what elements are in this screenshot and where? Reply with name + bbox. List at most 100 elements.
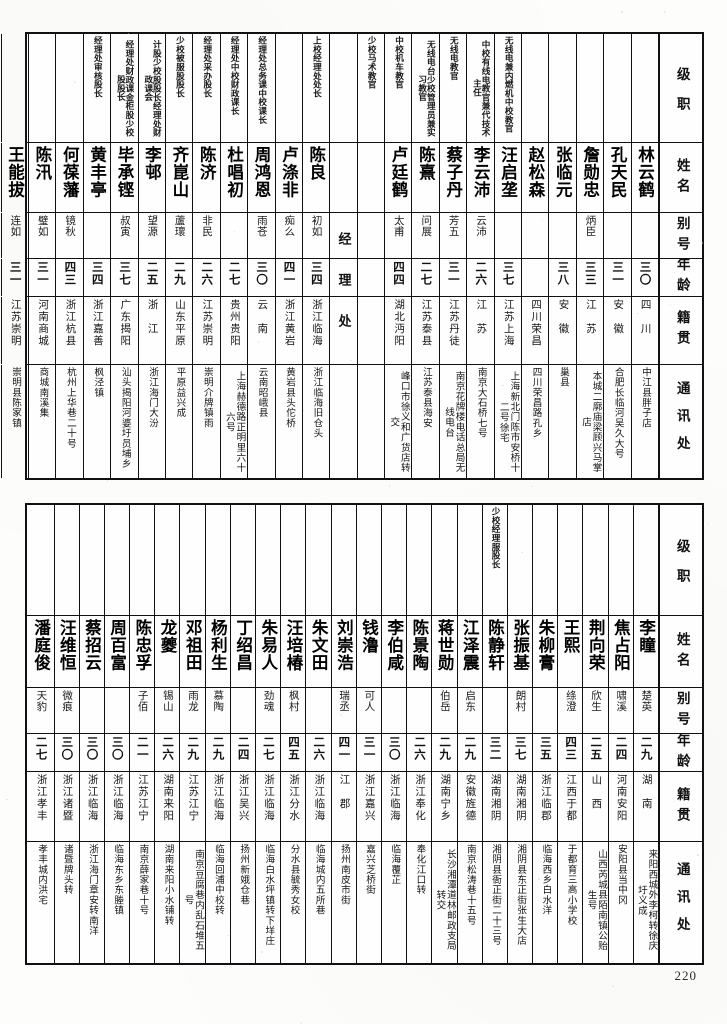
cell-text: 浙江杭县 xyxy=(64,299,76,347)
cell-text: 枫泾镇 xyxy=(92,367,103,398)
table-cell-rank: 经理处审核股长 xyxy=(83,34,110,142)
table-cell-alias: 炳臣 xyxy=(576,213,603,257)
cell-text: 于都育三高小学校 xyxy=(565,844,576,926)
cell-text: 浙江临海 xyxy=(262,774,274,822)
table-cell-alias xyxy=(230,688,255,733)
cell-text: 三七 xyxy=(119,261,131,286)
row-header-name: 姓名 xyxy=(658,143,702,213)
table-cell-alias xyxy=(603,213,630,257)
table-cell-address: 崇明县陈家镇 xyxy=(1,365,28,478)
row-header-label: 级职 xyxy=(673,523,689,598)
table-cell-alias: 璧如 xyxy=(28,213,55,257)
table-cell-name: 陈景陶 xyxy=(406,616,431,687)
table-cell-origin: 浙江临海 xyxy=(302,297,329,365)
table-cell-address: 湘阴县东正街张生大店 xyxy=(507,842,532,963)
cell-text: 四三 xyxy=(64,261,76,286)
cell-text: 二九 xyxy=(212,736,224,761)
table-cell-rank: 计股少校股股长经理处财政课会 xyxy=(138,34,165,142)
table-cell-age: 二九 xyxy=(633,734,658,771)
scan-speck xyxy=(540,488,541,489)
table-cell-age: 二四 xyxy=(608,734,633,771)
table-cell-address: 南京大石桥七号 xyxy=(466,365,493,478)
table-cell-address: 崇明介牌镇雨 xyxy=(192,365,219,478)
table-cell-rank: 经理处中校财政课长 xyxy=(220,34,247,142)
table-cell-spacer xyxy=(357,143,384,213)
table-cell-alias: 镜秋 xyxy=(55,213,82,257)
cell-text: 峰口市徐义和广货店转交 xyxy=(388,367,409,477)
table-cell-rank xyxy=(381,505,406,615)
table-cell-origin: 浙江孝丰 xyxy=(28,772,53,841)
cell-text: 临海回浦中校转 xyxy=(212,844,223,915)
table-cell-origin: 江 郡 xyxy=(331,772,356,841)
cell-text: 浙江临郡 xyxy=(539,774,551,822)
table-cell-age: 二七 xyxy=(411,259,438,296)
cell-text: 山 西 xyxy=(590,774,602,810)
table-row-address: 通讯处 中江县胖子店 合肥长临河吴久大号 本城二廓庙梁顾兴马掌店 巢县 四川荣昌路孔乡 上海… xyxy=(27,364,702,478)
table-cell-address: 本城二廓庙梁顾兴马掌店 xyxy=(576,365,603,478)
cell-text: 李伯咸 xyxy=(385,618,402,672)
cell-text: 刘崇浩 xyxy=(335,618,352,672)
table-cell-age: 三〇 xyxy=(247,259,274,296)
table-cell-age: 二九 xyxy=(165,259,192,296)
table-cell-origin: 广东揭阳 xyxy=(110,297,137,365)
table-cell-alias: 非民 xyxy=(192,213,219,257)
table-cell-alias xyxy=(83,213,110,257)
cell-text: 本城二廓庙梁顾兴马掌店 xyxy=(579,367,600,477)
table-cell-alias: 问展 xyxy=(411,213,438,257)
table-cell-address: 于都育三高小学校 xyxy=(557,842,582,963)
table-cell-name: 陈熹 xyxy=(411,143,438,213)
row-header-alias: 别号 xyxy=(658,213,702,257)
table-cell-address: 峰口市徐义和广货店转交 xyxy=(384,365,411,478)
cell-text: 南京花牌楼电话总局无线电台 xyxy=(443,367,464,477)
scan-speck xyxy=(261,951,263,953)
table-cell-rank xyxy=(406,505,431,615)
table-cell-origin: 江苏上海 xyxy=(494,297,521,365)
cell-text: 荆向荣 xyxy=(587,618,604,672)
table-cell-name: 周百富 xyxy=(104,616,129,687)
table-cell-address: 湖南来阳小水铺转 xyxy=(154,842,179,963)
roster-table-top: 级职 无线电兼内燃机中校教官 中校有线电教官兼代技术主任 无线电教官 无线电台少校管理员… xyxy=(25,32,704,480)
cell-text: 杨利生 xyxy=(209,618,226,672)
table-cell-rank xyxy=(633,505,658,615)
table-cell-rank xyxy=(532,505,557,615)
cell-text: 丁绍昌 xyxy=(234,618,251,672)
table-cell-address: 南京花牌楼电话总局无线电台 xyxy=(439,365,466,478)
table-cell-name: 毕承铿 xyxy=(110,143,137,213)
scan-speck xyxy=(416,379,417,380)
table-cell-address: 湘阴县衙正街二十三号 xyxy=(482,842,507,963)
cell-text: 二五 xyxy=(590,736,602,761)
scan-speck xyxy=(531,486,532,487)
table-cell-alias xyxy=(104,688,129,733)
cell-text: 浙江海门大汾 xyxy=(147,367,158,428)
table-cell-address: 南京豆腐巷内乱石堆五号 xyxy=(179,842,204,963)
cell-text: 无线电教官 xyxy=(449,36,458,80)
cell-text: 湖南湘阴 xyxy=(489,774,501,822)
cell-text: 枫村 xyxy=(288,690,299,712)
cell-text: 河南安阳 xyxy=(615,774,627,822)
cell-text: 炳臣 xyxy=(585,215,596,237)
table-cell-origin: 浙江吴兴 xyxy=(230,772,255,841)
cell-text: 陈忠孚 xyxy=(134,618,151,672)
scan-speck xyxy=(615,162,617,164)
table-cell-origin: 浙江临海 xyxy=(381,772,406,841)
table-cell-spacer xyxy=(357,213,384,257)
cell-text: 三七 xyxy=(514,736,526,761)
cell-text: 浙江海门章安转南洋 xyxy=(87,844,98,936)
table-cell-origin: 湖北沔阳 xyxy=(384,297,411,365)
scan-speck xyxy=(526,861,527,862)
table-cell-name: 李邨 xyxy=(138,143,165,213)
table-cell-address: 汕头揭阳河婆圩员埔乡 xyxy=(110,365,137,478)
table-row-name: 姓名 林云鹤 孔天民 詹勋忠 张临元 赵松森 汪启垄 李云沛 蔡子丹 陈熹 卢廷鹤 陈良 卢涤非 周鸿恩杜… xyxy=(27,142,702,213)
scan-speck xyxy=(395,134,396,135)
cell-text: 三八 xyxy=(557,261,569,286)
table-cell-alias: 啸溪 xyxy=(608,688,633,733)
table-cell-rank xyxy=(582,505,607,615)
table-cell-address: 奉化江口转 xyxy=(406,842,431,963)
cell-text: 二六 xyxy=(475,261,487,286)
scan-speck xyxy=(134,95,135,96)
cell-text: 云南昭峨县 xyxy=(256,367,267,418)
cell-text: 二六 xyxy=(201,261,213,286)
table-row-rank: 级职 少校经理服股长 xyxy=(27,505,702,615)
table-cell-alias xyxy=(482,688,507,733)
table-cell-rank xyxy=(457,505,482,615)
